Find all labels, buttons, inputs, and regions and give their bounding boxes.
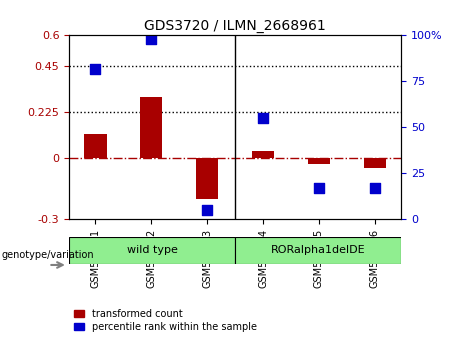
Bar <box>252 151 274 158</box>
Bar <box>140 97 162 158</box>
Bar <box>196 158 219 199</box>
Point <box>148 36 155 42</box>
Point <box>203 207 211 213</box>
Text: wild type: wild type <box>127 245 177 256</box>
Bar <box>364 158 386 169</box>
Legend: transformed count, percentile rank within the sample: transformed count, percentile rank withi… <box>74 309 256 332</box>
Bar <box>84 133 106 158</box>
Point <box>92 66 99 72</box>
Title: GDS3720 / ILMN_2668961: GDS3720 / ILMN_2668961 <box>144 19 326 33</box>
FancyBboxPatch shape <box>235 237 401 264</box>
Point <box>260 115 267 121</box>
Bar <box>308 158 330 164</box>
Point <box>315 185 323 191</box>
Text: RORalpha1delDE: RORalpha1delDE <box>271 245 366 256</box>
FancyBboxPatch shape <box>69 237 235 264</box>
Text: genotype/variation: genotype/variation <box>1 250 94 261</box>
Point <box>371 185 378 191</box>
